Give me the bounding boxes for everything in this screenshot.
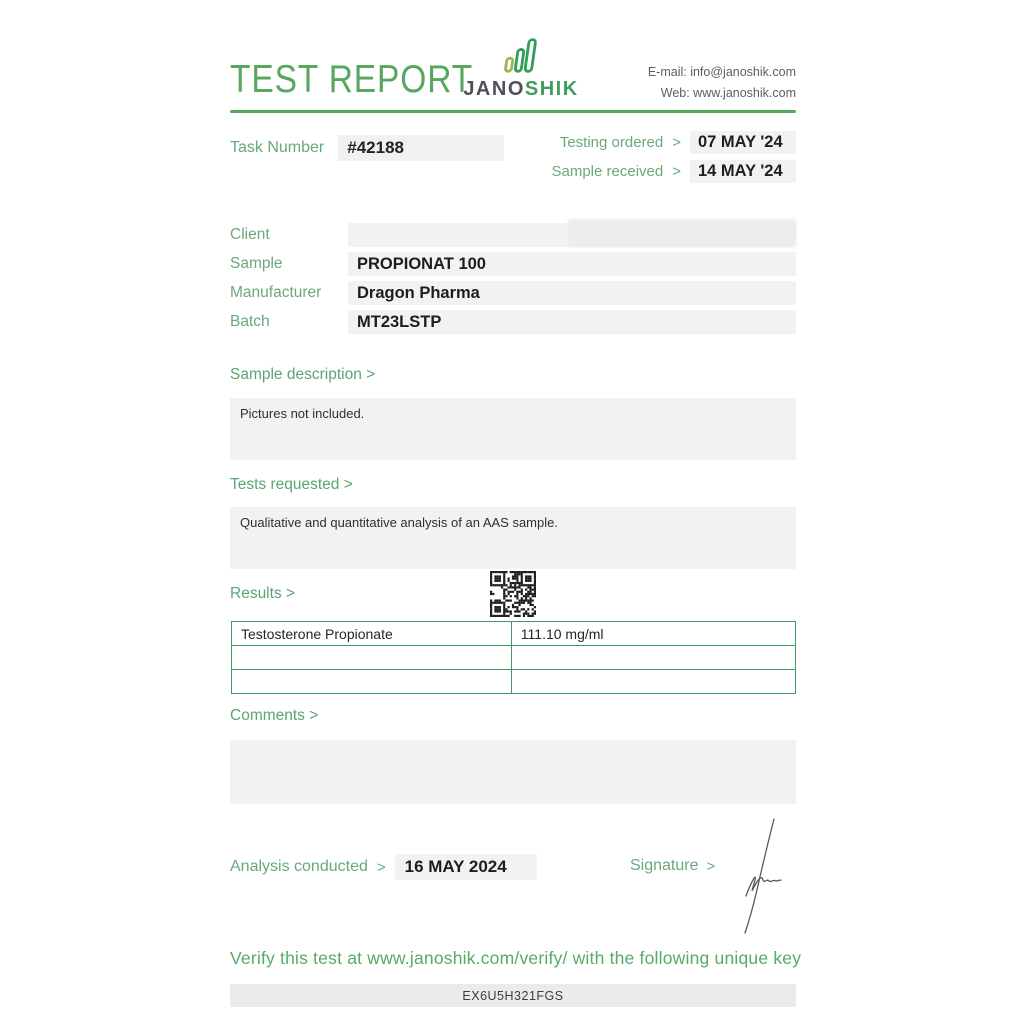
batch-label: Batch (230, 313, 270, 330)
table-row: Testosterone Propionate 111.10 mg/ml (232, 622, 795, 646)
analyte-cell (232, 646, 512, 669)
janoshik-logo: JANOSHIK (462, 36, 580, 99)
order-dates: Testing ordered > 07 MAY '24 Sample rece… (551, 131, 796, 183)
sample-received-row: Sample received > 14 MAY '24 (551, 160, 796, 183)
unique-key-value: EX6U5H321FGS (230, 984, 796, 1007)
header: TEST REPORT JANOSHIK E-mail: info@janosh… (230, 36, 796, 106)
verify-instruction: Verify this test at www.janoshik.com/ver… (230, 948, 802, 968)
chevron-separator: > (672, 163, 681, 180)
sample-description-heading: Sample description > (230, 366, 376, 383)
manufacturer-label: Manufacturer (230, 284, 322, 301)
results-table: Testosterone Propionate 111.10 mg/ml (231, 621, 796, 694)
testing-ordered-value: 07 MAY '24 (690, 131, 796, 154)
sample-value: PROPIONAT 100 (348, 252, 796, 276)
task-number-row: Task Number #42188 (230, 135, 505, 161)
client-value (348, 219, 796, 247)
testing-ordered-label: Testing ordered (559, 134, 664, 151)
task-section: Task Number #42188 Testing ordered > 07 … (230, 131, 796, 183)
analysis-signature-section: Analysis conducted > 16 MAY 2024 Signatu… (230, 818, 796, 943)
analysis-date-value: 16 MAY 2024 (394, 854, 537, 880)
page-title: TEST REPORT (230, 58, 474, 101)
table-row (232, 646, 795, 670)
chevron-separator: > (376, 858, 386, 876)
batch-row: Batch MT23LSTP (230, 310, 796, 334)
result-cell (512, 670, 795, 693)
batch-value: MT23LSTP (348, 310, 796, 334)
sample-received-value: 14 MAY '24 (690, 160, 796, 183)
analyte-cell (232, 670, 512, 693)
logo-jano: JANO (463, 78, 525, 100)
sample-description-box: Pictures not included. (230, 398, 796, 460)
sample-received-label: Sample received (551, 163, 664, 180)
analysis-conducted-label: Analysis conducted (230, 858, 368, 875)
logo-shik: SHIK (524, 78, 579, 100)
web-line: Web: www.janoshik.com (660, 86, 796, 101)
contact-info: E-mail: info@janoshik.com Web: www.janos… (648, 62, 796, 105)
result-cell (512, 646, 795, 669)
chevron-separator: > (706, 857, 716, 875)
table-row (232, 670, 795, 693)
tests-requested-heading: Tests requested > (230, 476, 353, 493)
growth-bars-icon (504, 38, 537, 73)
sample-row: Sample PROPIONAT 100 (230, 252, 796, 276)
result-cell: 111.10 mg/ml (520, 625, 604, 642)
analysis-conducted-row: Analysis conducted > 16 MAY 2024 (230, 854, 537, 880)
sample-info-section: Client Sample PROPIONAT 100 Manufacturer… (230, 219, 796, 339)
client-row: Client (230, 219, 796, 247)
chevron-separator: > (672, 134, 681, 151)
manufacturer-value: Dragon Pharma (348, 281, 796, 305)
signature-label: Signature (630, 857, 699, 874)
comments-box (230, 740, 796, 804)
comments-heading: Comments > (230, 707, 319, 724)
task-number-label: Task Number (230, 139, 325, 156)
redacted-area (568, 219, 796, 247)
testing-ordered-row: Testing ordered > 07 MAY '24 (552, 131, 796, 154)
signature-row: Signature > (630, 857, 715, 875)
analyte-cell: Testosterone Propionate (232, 622, 512, 645)
client-label: Client (230, 226, 270, 243)
logo-text: JANOSHIK (462, 79, 580, 99)
task-number-value: #42188 (338, 135, 505, 161)
sample-label: Sample (230, 255, 283, 272)
header-divider (230, 110, 796, 113)
tests-requested-box: Qualitative and quantitative analysis of… (230, 507, 796, 569)
handwritten-signature (744, 818, 782, 934)
manufacturer-row: Manufacturer Dragon Pharma (230, 281, 796, 305)
results-heading: Results > (230, 585, 296, 602)
qr-code-icon (490, 571, 536, 617)
email-line: E-mail: info@janoshik.com (647, 65, 796, 79)
